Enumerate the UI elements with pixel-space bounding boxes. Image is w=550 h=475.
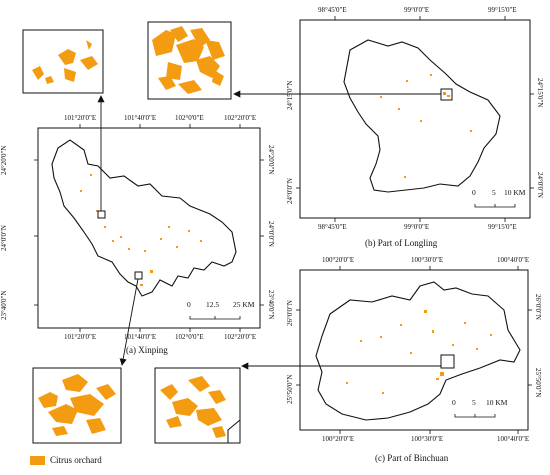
caption-xinping: (a) Xinping: [126, 345, 168, 355]
longling-top-tick-2: 99°0'0"E: [404, 6, 430, 14]
xinping-zoom-box-1: [97, 210, 106, 219]
map-binchuan: [296, 266, 532, 434]
longling-zoom-box: [440, 88, 453, 101]
xinping-bottom-tick-3: 102°0'0"E: [175, 333, 204, 341]
xinping-left-tick-3: 23°40'0"N: [0, 290, 8, 320]
legend-swatch-citrus: [30, 455, 45, 465]
inset-xinping-a: [22, 29, 104, 94]
xinping-left-tick-1: 24°20'0"N: [0, 145, 8, 175]
longling-left-tick-2: 24°0'0"N: [286, 178, 294, 204]
legend-label-citrus: Citrus orchard: [50, 455, 102, 465]
longling-scale-mid: 5: [492, 188, 496, 197]
xinping-bottom-tick-4: 102°20'0"E: [224, 333, 257, 341]
longling-top-tick-1: 98°45'0"E: [318, 6, 347, 14]
binchuan-left-tick-2: 25°50'0"N: [286, 374, 294, 404]
longling-left-tick-1: 24°15'0"N: [286, 80, 294, 110]
xinping-scale-bar: [189, 316, 241, 320]
map-longling: [296, 16, 534, 222]
longling-top-tick-3: 99°15'0"E: [488, 6, 517, 14]
binchuan-boundary: [315, 281, 521, 421]
xinping-bottom-tick-2: 101°40'0"E: [124, 333, 157, 341]
longling-right-tick-2: 24°0'0"N: [536, 172, 544, 198]
longling-bottom-tick-2: 99°0'0"E: [404, 223, 430, 231]
xinping-scale-0: 0: [187, 300, 191, 309]
legend: Citrus orchard: [30, 455, 102, 465]
binchuan-scale-0: 0: [452, 398, 456, 407]
binchuan-top-tick-3: 100°40'0"E: [497, 256, 530, 264]
binchuan-right-tick-2: 25°50'0"N: [534, 368, 542, 398]
inset-binchuan-b: [154, 367, 241, 444]
binchuan-bottom-tick-1: 100°20'0"E: [322, 435, 355, 443]
binchuan-top-tick-1: 100°20'0"E: [322, 256, 355, 264]
xinping-top-tick-2: 101°40'0"E: [124, 114, 157, 122]
longling-boundary: [343, 39, 501, 193]
binchuan-scale-end: 10 KM: [486, 398, 508, 407]
xinping-scale-end: 25 KM: [233, 300, 255, 309]
binchuan-left-tick-1: 26°0'0"N: [286, 300, 294, 326]
binchuan-scale-bar: [454, 414, 496, 418]
xinping-bottom-tick-1: 101°20'0"E: [64, 333, 97, 341]
binchuan-right-tick-1: 26°0'0"N: [534, 294, 542, 320]
xinping-top-tick-4: 102°20'0"E: [224, 114, 257, 122]
xinping-right-tick-2: 24°0'0"N: [267, 221, 275, 247]
xinping-boundary: [51, 139, 237, 297]
longling-scale-end: 10 KM: [504, 188, 526, 197]
inset-xinping-b: [147, 21, 232, 100]
xinping-zoom-box-2: [134, 271, 143, 280]
longling-scale-0: 0: [472, 188, 476, 197]
binchuan-bottom-tick-2: 100°30'0"E: [411, 435, 444, 443]
xinping-top-tick-3: 102°0'0"E: [175, 114, 204, 122]
xinping-right-tick-1: 24°20'0"N: [267, 145, 275, 175]
binchuan-zoom-box: [440, 354, 455, 369]
map-xinping: [34, 124, 264, 332]
binchuan-bottom-tick-3: 100°40'0"E: [497, 435, 530, 443]
longling-bottom-tick-3: 99°15'0"E: [488, 223, 517, 231]
xinping-top-tick-1: 101°20'0"E: [64, 114, 97, 122]
caption-binchuan: (c) Part of Binchuan: [375, 453, 449, 463]
longling-scale-bar: [474, 204, 516, 208]
xinping-scale-mid: 12.5: [206, 300, 220, 309]
xinping-right-tick-3: 23°40'0"N: [267, 290, 275, 320]
caption-longling: (b) Part of Longling: [365, 238, 438, 248]
xinping-left-tick-2: 24°0'0"N: [0, 225, 8, 251]
connector-xinping-down: [119, 278, 139, 366]
longling-right-tick-1: 24°15'0"N: [536, 78, 544, 108]
binchuan-top-tick-2: 100°30'0"E: [411, 256, 444, 264]
inset-binchuan-a: [32, 367, 122, 444]
binchuan-scale-mid: 5: [472, 398, 476, 407]
longling-bottom-tick-1: 98°45'0"E: [318, 223, 347, 231]
